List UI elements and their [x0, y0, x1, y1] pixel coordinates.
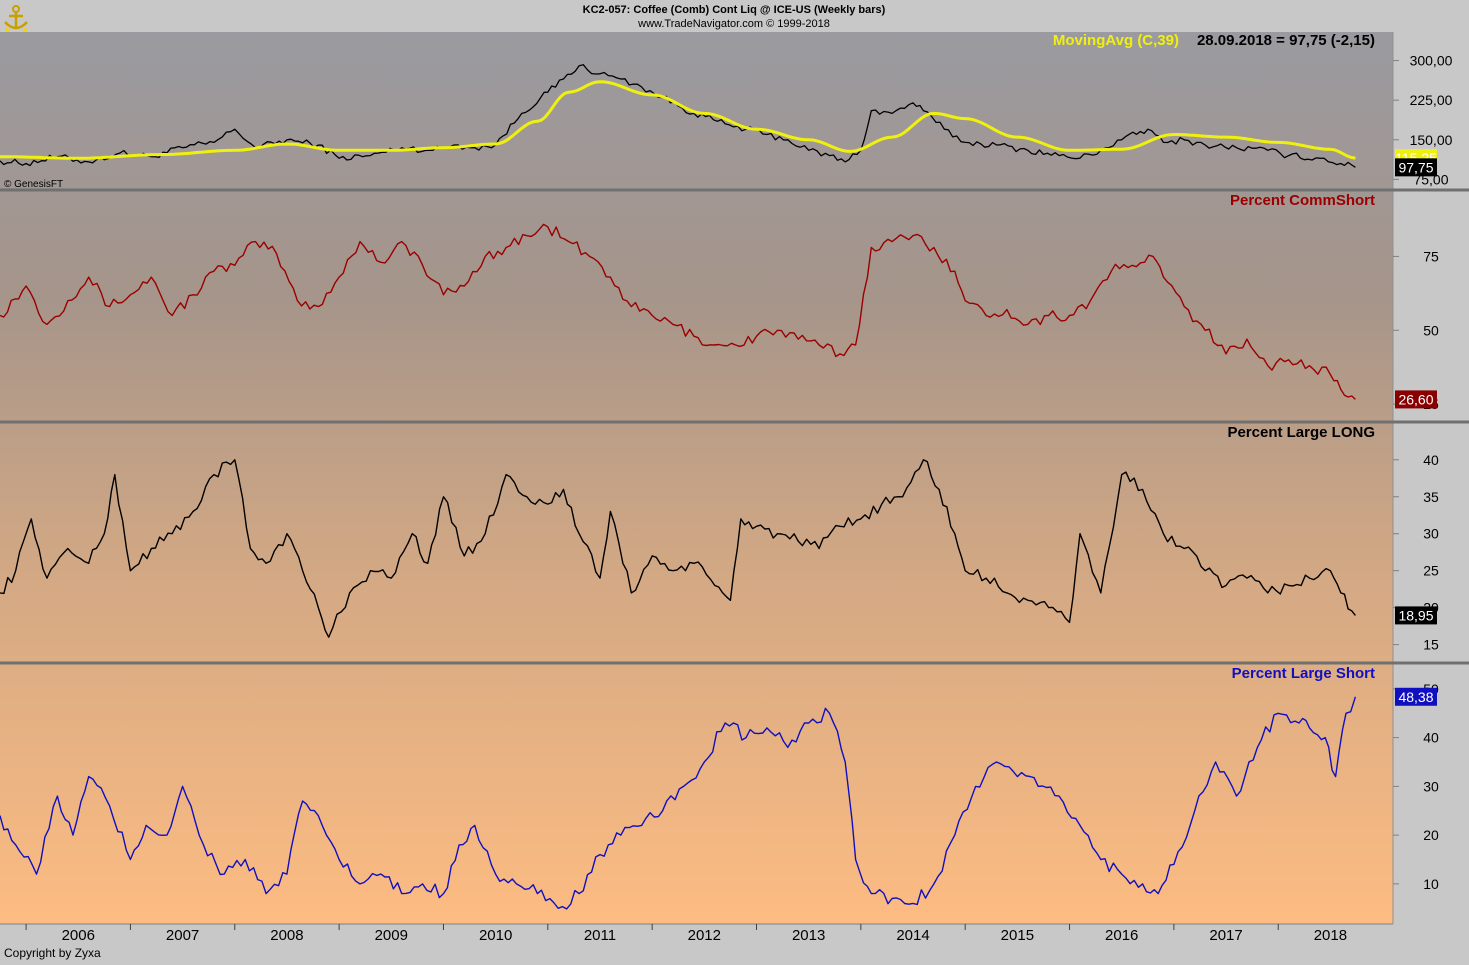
series-line-0-1 [0, 80, 1356, 160]
y-tick-label-2-2: 30 [1423, 526, 1439, 542]
svg-text:48,38: 48,38 [1398, 689, 1433, 705]
panel-title-large-short: Percent Large Short [1232, 665, 1375, 682]
x-tick-label-1: 2007 [166, 927, 199, 944]
data-credit: © GenesisFT [4, 179, 63, 190]
x-tick-label-3: 2009 [375, 927, 408, 944]
tick-labels: 300,00225,00150,0075,0075502540353025201… [1393, 53, 1453, 892]
x-tick-label-0: 2006 [62, 927, 95, 944]
title-strip [0, 0, 1469, 32]
y-tick-label-0-2: 150,00 [1410, 132, 1453, 148]
ma-label: MovingAvg (C,39) [1053, 32, 1179, 49]
svg-text:18,95: 18,95 [1398, 607, 1433, 623]
y-tick-label-1-0: 75 [1423, 248, 1439, 264]
x-tick-label-7: 2013 [792, 927, 825, 944]
plot-background [0, 32, 1393, 924]
bottom-strip [0, 924, 1469, 960]
panel-title-large-long: Percent Large LONG [1227, 424, 1375, 441]
series-line-2-0 [0, 459, 1356, 638]
footer-copyright: Copyright by Zyxa [4, 946, 101, 960]
chart-title: KC2-057: Coffee (Comb) Cont Liq @ ICE-US… [583, 4, 886, 16]
y-tick-label-1-1: 50 [1423, 322, 1439, 338]
ma-reading: 28.09.2018 = 97,75 (-2,15) [1197, 32, 1375, 49]
x-tick-label-4: 2010 [479, 927, 512, 944]
value-tag-1-0: 26,60 [1395, 390, 1437, 409]
value-tag-2-0: 18,95 [1395, 606, 1437, 625]
y-tick-label-3-1: 40 [1423, 730, 1439, 746]
y-tick-label-3-2: 30 [1423, 778, 1439, 794]
series-line-1-0 [0, 223, 1356, 400]
x-tick-label-2: 2008 [270, 927, 303, 944]
y-tick-label-2-1: 35 [1423, 489, 1439, 505]
y-tick-label-2-3: 25 [1423, 563, 1439, 579]
y-tick-label-3-3: 20 [1423, 827, 1439, 843]
x-tick-label-12: 2018 [1314, 927, 1347, 944]
svg-text:26,60: 26,60 [1398, 391, 1433, 407]
series-line-3-0 [0, 696, 1357, 910]
x-tick-label-5: 2011 [584, 927, 616, 944]
y-tick-label-3-4: 10 [1423, 876, 1439, 892]
right-axis-strip [1393, 32, 1469, 924]
panel-title-comm-short: Percent CommShort [1230, 192, 1375, 209]
chart-subtitle: www.TradeNavigator.com © 1999-2018 [637, 18, 830, 30]
value-tag-3-0: 48,38 [1395, 687, 1437, 706]
x-tick-label-11: 2017 [1209, 927, 1242, 944]
y-tick-label-0-1: 225,00 [1410, 92, 1453, 108]
y-tick-label-2-5: 15 [1423, 637, 1439, 653]
x-tick-label-8: 2014 [896, 927, 929, 944]
x-axis: 2006 2007 2008 2009 2010 2011 2012 2013 2014 2015… [25, 924, 1347, 944]
value-tag-0-1: 97,75 [1395, 158, 1437, 177]
x-tick-label-10: 2016 [1105, 927, 1138, 944]
svg-text:97,75: 97,75 [1398, 159, 1433, 175]
anchor-logo-icon[interactable] [4, 5, 28, 32]
y-tick-label-2-0: 40 [1423, 452, 1439, 468]
series-lines [0, 64, 1357, 910]
x-tick-label-6: 2012 [688, 927, 721, 944]
y-tick-label-0-0: 300,00 [1410, 53, 1453, 69]
x-tick-label-9: 2015 [1001, 927, 1034, 944]
